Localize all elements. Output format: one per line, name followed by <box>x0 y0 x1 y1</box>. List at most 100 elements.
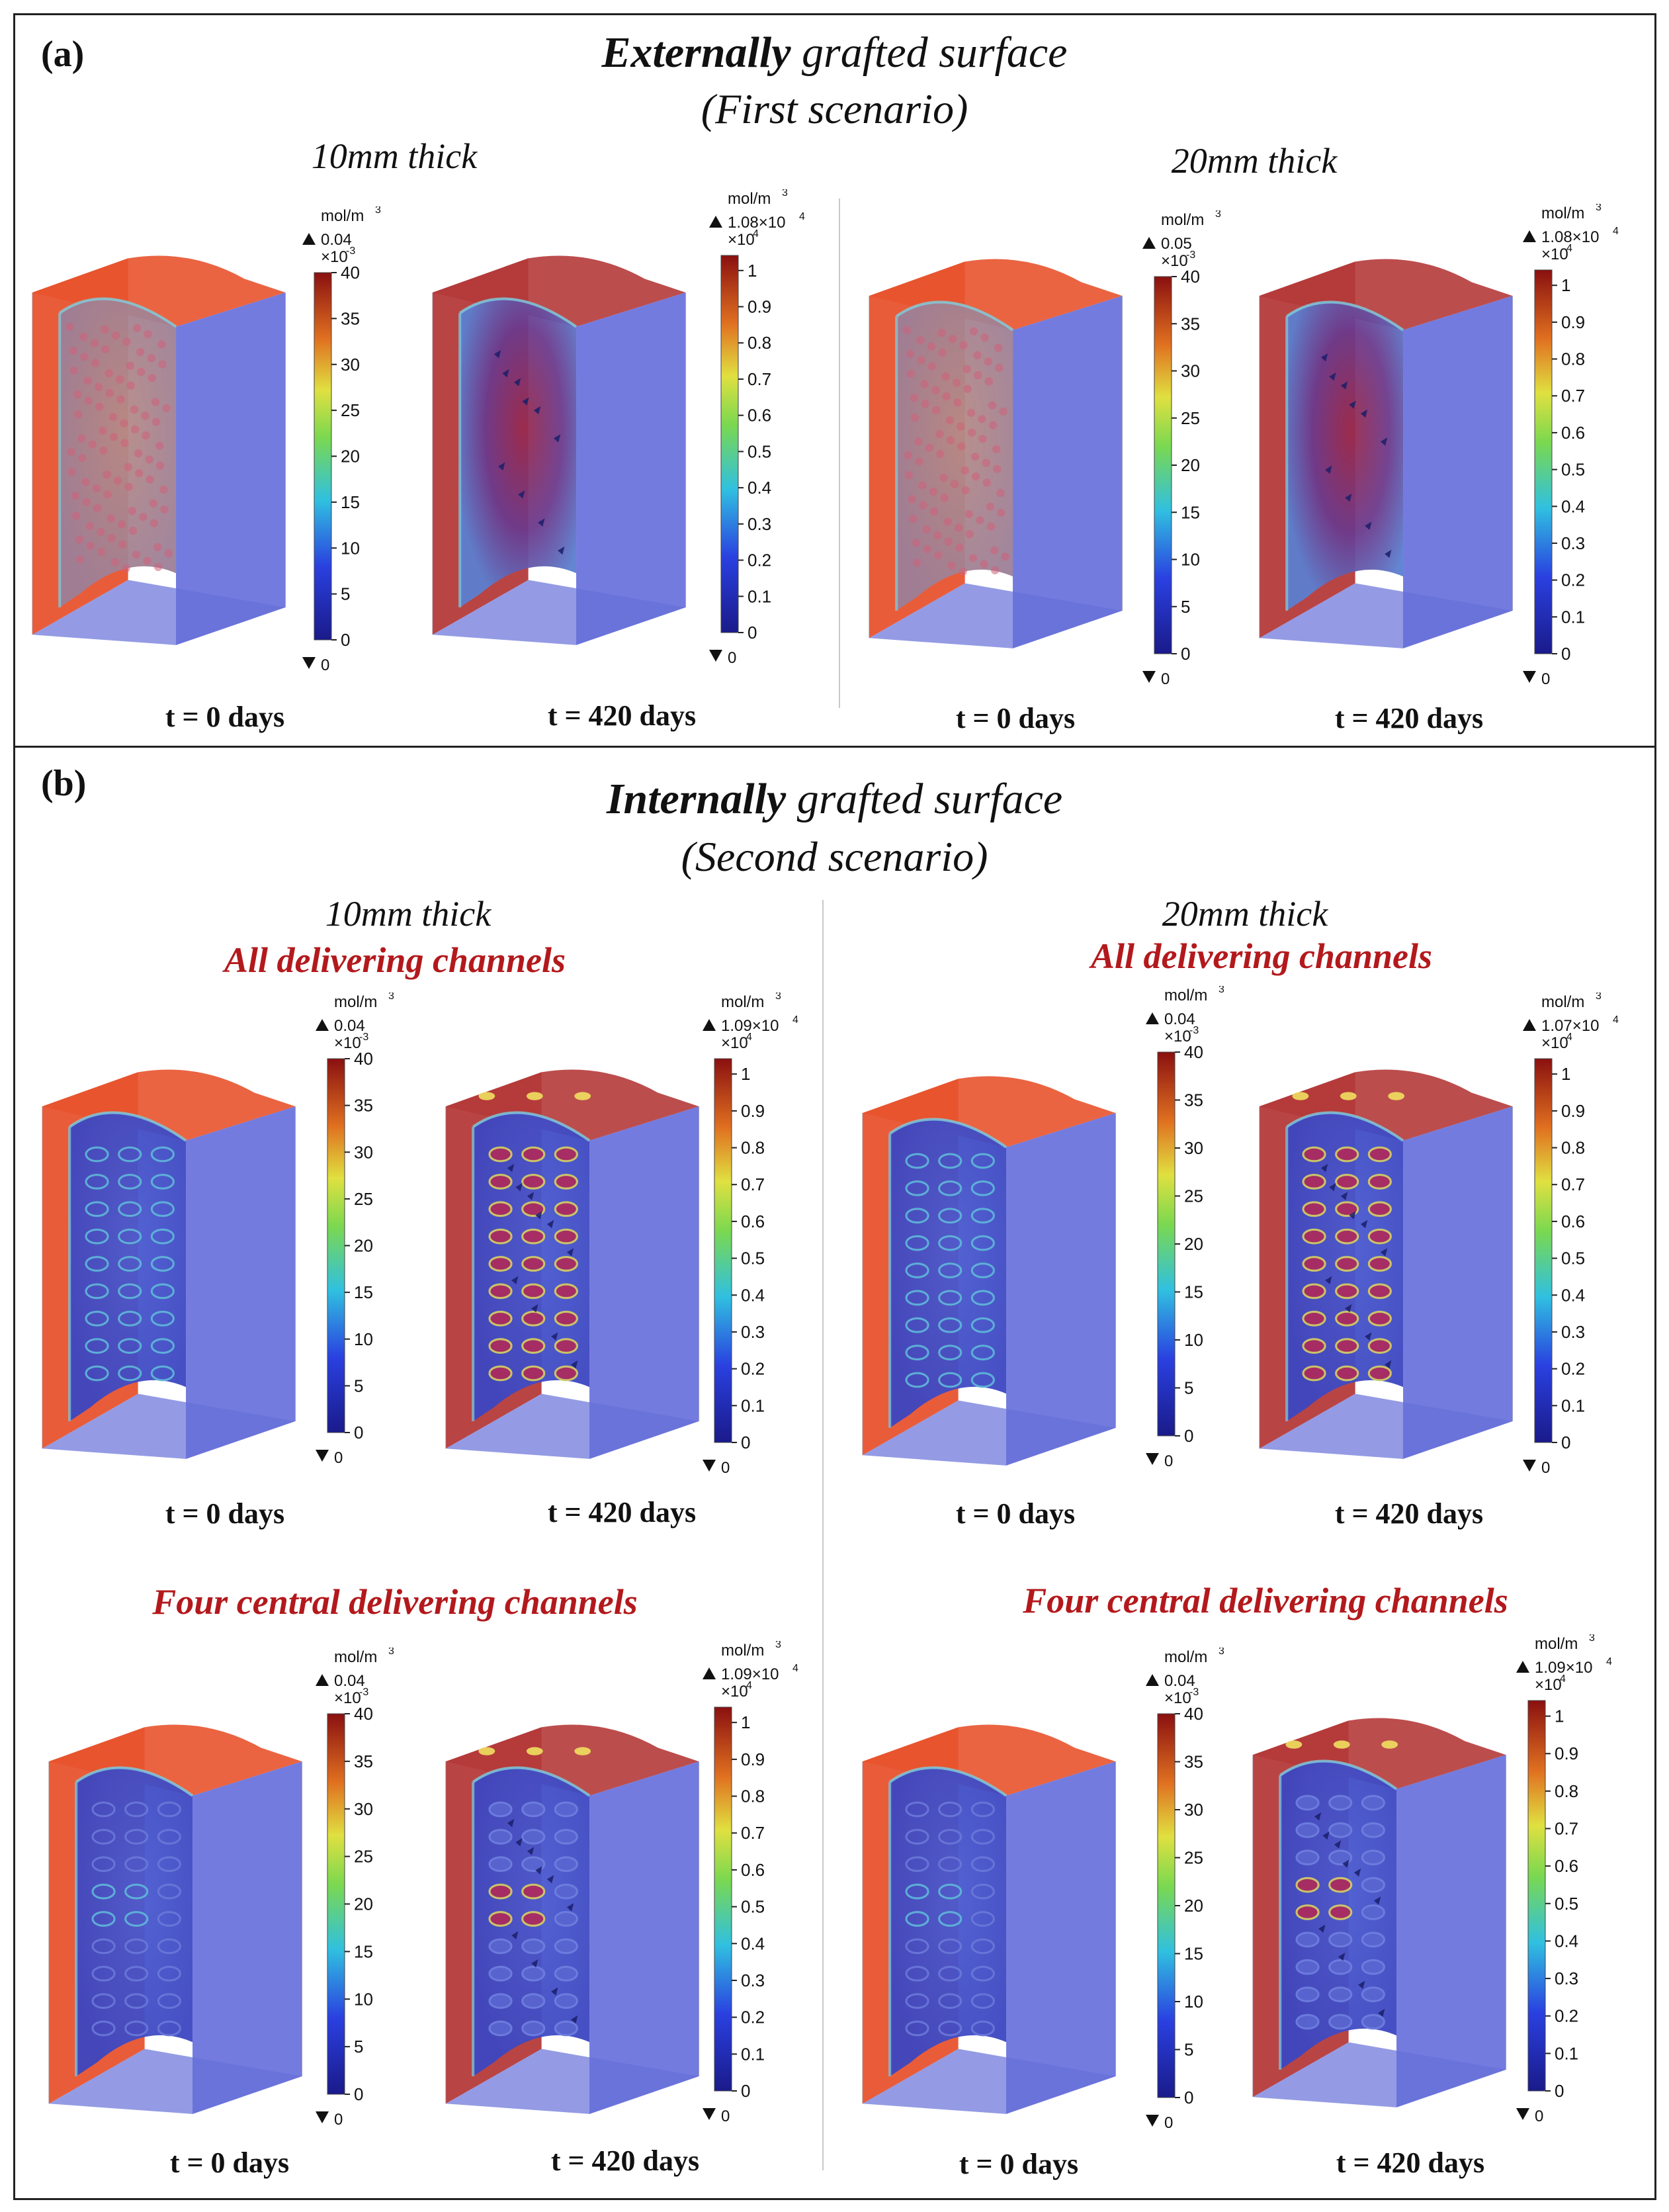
colorbar-tick-label: 25 <box>354 1189 373 1209</box>
sim-a-10-t0 <box>32 255 286 645</box>
bottom-block <box>1259 1394 1513 1459</box>
colorbar-tick-label: 15 <box>1184 1944 1203 1964</box>
b1-20-t0-label: t = 0 days <box>955 1497 1076 1530</box>
bottom-block <box>432 580 686 645</box>
inner-surface <box>890 1767 1007 2076</box>
colorbar-max-triangle <box>1523 230 1536 242</box>
colorbar-a-10-t0: mol/m 3 0.04×10-3 40 35 30 25 20 15 10 5 00 <box>302 206 381 674</box>
inner-surface <box>69 1112 187 1421</box>
inner-surface <box>60 298 177 607</box>
colorbar-min-value: 0 <box>1535 2107 1543 2125</box>
colorbar-tick-label: 0.7 <box>741 1823 765 1843</box>
colorbar-tick-label: 0.8 <box>1555 1781 1578 1801</box>
sim-a-20-t420 <box>1259 259 1514 648</box>
colorbar-scale: ×10 <box>1541 1034 1568 1052</box>
colorbar-tick-label: 0.3 <box>1561 1322 1585 1342</box>
colorbar-unit: mol/m <box>1164 987 1207 1004</box>
colorbar-tick-label: 0.2 <box>741 2008 765 2027</box>
colorbar-max-triangle <box>703 1667 716 1679</box>
colorbar-tick-label: 0.5 <box>1561 1249 1585 1268</box>
bottom-block <box>32 580 286 645</box>
colorbar-tick-label: 0.7 <box>1555 1819 1578 1839</box>
inner-surface <box>890 1119 1007 1428</box>
sim-b2-20-t0 <box>862 1724 1117 2114</box>
colorbar-max-value: 0.04 <box>321 231 352 249</box>
outer-wall-top <box>432 255 686 327</box>
panel-b-10mm-label: 10mm thick <box>325 894 492 934</box>
panel-a-10mm-label: 10mm thick <box>311 136 478 176</box>
colorbar-tick-label: 0.8 <box>1561 349 1585 369</box>
colorbar-max-value: 0.04 <box>1164 1672 1195 1690</box>
colorbar-tick-label: 15 <box>1181 502 1200 522</box>
colorbar-unit: mol/m <box>728 190 771 208</box>
colorbar-tick-label: 5 <box>341 584 350 604</box>
colorbar-tick-label: 0.2 <box>748 551 771 570</box>
a-20-t0-label: t = 0 days <box>955 702 1076 734</box>
colorbar-unit: mol/m <box>334 1648 377 1666</box>
panel-b-20mm-all-channels: All delivering channels <box>1090 936 1433 976</box>
colorbar-tick-label: 40 <box>341 263 360 283</box>
outer-wall-top <box>445 1724 699 1796</box>
colorbar-scale-exp: 4 <box>753 228 759 240</box>
sim-b2-10-t0 <box>48 1724 303 2114</box>
colorbar-unit: mol/m <box>721 993 764 1011</box>
colorbar-max-triangle <box>302 233 316 245</box>
colorbar-max-value: 0.04 <box>334 1672 365 1690</box>
colorbar-unit-exp: 3 <box>1215 210 1221 220</box>
colorbar-tick-label: 0.9 <box>741 1101 765 1121</box>
colorbar-max-exp: 4 <box>1606 1656 1612 1667</box>
colorbar-unit-exp: 3 <box>775 993 781 1002</box>
colorbar-tick-label: 0.6 <box>1561 1212 1585 1231</box>
colorbar-tick-label: 0.2 <box>1555 2006 1578 2026</box>
colorbar-tick-label: 0.4 <box>741 1285 765 1305</box>
colorbar-b2-10-t0: mol/m 3 0.04×10-3 40 35 30 25 20 15 10 5 00 <box>316 1648 394 2129</box>
colorbar-gradient <box>327 1058 345 1433</box>
colorbar-max-triangle <box>709 216 722 228</box>
colorbar-gradient <box>714 1706 732 2092</box>
colorbar-tick-label: 1 <box>741 1064 750 1084</box>
colorbar-unit-exp: 3 <box>1219 1648 1224 1657</box>
right-block <box>1403 296 1513 648</box>
inner-surface <box>1287 302 1404 611</box>
colorbar-scale-exp: -3 <box>359 1032 368 1043</box>
colorbar-min-value: 0 <box>721 2107 730 2125</box>
panel-b-title: Internally grafted surface <box>0 774 1669 824</box>
colorbar-tick-label: 0.4 <box>1555 1931 1578 1951</box>
bottom-block <box>42 1394 296 1459</box>
colorbar-scale: ×10 <box>321 248 348 266</box>
right-block <box>589 1761 699 2114</box>
colorbar-a-10-t420: mol/m 31.08×10 4×10410.90.80.70.60.50.40.3… <box>709 189 805 667</box>
colorbar-min-value: 0 <box>321 656 329 674</box>
colorbar-gradient <box>714 1058 732 1443</box>
colorbar-tick-label: 0.8 <box>1561 1138 1585 1158</box>
colorbar-tick-label: 20 <box>1181 455 1200 475</box>
colorbar-scale: ×10 <box>1541 245 1568 263</box>
colorbar-tick-label: 20 <box>354 1236 373 1256</box>
outer-wall-top <box>869 259 1123 330</box>
colorbar-scale-exp: 4 <box>746 1680 752 1691</box>
colorbar-b1-10-t0: mol/m 3 0.04×10-3 40 35 30 25 20 15 10 5 00 <box>316 993 394 1467</box>
a-20-t420-label: t = 420 days <box>1334 702 1484 734</box>
colorbar-min-triangle <box>1523 671 1536 683</box>
colorbar-min-triangle <box>1146 1453 1159 1465</box>
colorbar-b1-20-t420: mol/m 31.07×10 4×10410.90.80.70.60.50.40.3… <box>1523 993 1619 1477</box>
colorbar-tick-label: 40 <box>354 1049 373 1069</box>
colorbar-max-exp: 4 <box>799 211 805 222</box>
right-block <box>186 1106 296 1459</box>
colorbar-tick-label: 0.6 <box>748 406 771 425</box>
colorbar-unit-exp: 3 <box>388 993 394 1002</box>
sim-a-10-t420 <box>432 255 687 645</box>
colorbar-tick-label: 0.2 <box>741 1359 765 1379</box>
colorbar-tick-label: 30 <box>1184 1138 1203 1158</box>
colorbar-tick-label: 0.6 <box>741 1860 765 1880</box>
colorbar-max-triangle <box>1146 1012 1159 1024</box>
colorbar-gradient <box>1157 1051 1176 1437</box>
colorbar-unit: mol/m <box>334 993 377 1011</box>
colorbar-tick-label: 0 <box>748 623 757 642</box>
bottom-block <box>48 2049 302 2114</box>
bottom-block <box>445 1394 699 1459</box>
colorbar-tick-label: 0.3 <box>1561 533 1585 553</box>
colorbar-min-triangle <box>302 657 316 669</box>
colorbar-min-value: 0 <box>728 649 736 667</box>
colorbar-tick-label: 35 <box>341 308 360 328</box>
